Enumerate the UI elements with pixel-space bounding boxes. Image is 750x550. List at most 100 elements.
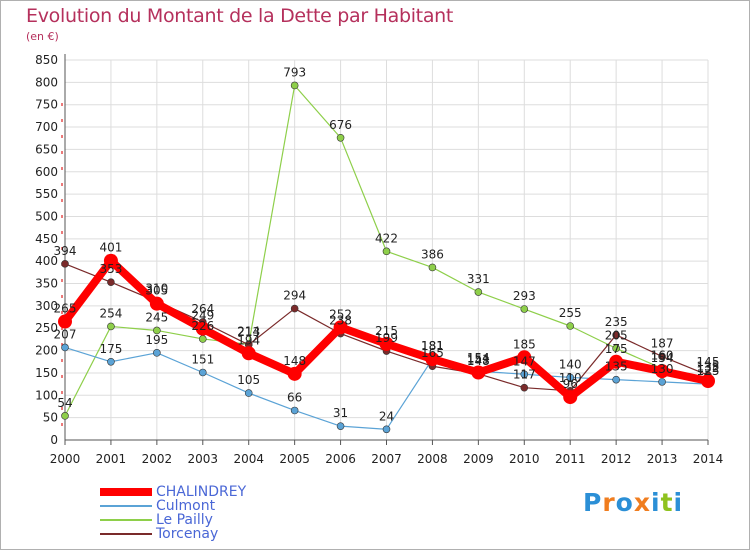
data-point-culmont [198, 368, 207, 377]
data-label-chalindrey: 215 [375, 324, 398, 338]
data-point-torcenay [658, 352, 666, 361]
y-tick-label: 600 [35, 165, 58, 179]
data-point-culmont [244, 389, 253, 397]
data-point-chalindrey [609, 354, 624, 369]
brand-letter: i [651, 488, 661, 517]
x-tick-label: 2013 [647, 452, 678, 466]
data-point-le-pailly [61, 412, 69, 420]
data-label-chalindrey: 265 [54, 302, 77, 316]
data-point-chalindrey [425, 352, 440, 367]
legend-label-torcenay: Torcenay [156, 526, 219, 542]
data-label-chalindrey: 175 [605, 342, 628, 356]
data-point-culmont [61, 343, 69, 352]
data-point-chalindrey [103, 253, 118, 268]
data-label-le-pailly: 422 [375, 231, 398, 245]
data-point-le-pailly [198, 335, 207, 343]
data-label-torcenay: 187 [651, 336, 674, 350]
data-label-torcenay: 110 [559, 371, 582, 385]
x-tick-label: 2004 [233, 452, 264, 466]
data-point-culmont [658, 378, 666, 386]
data-label-le-pailly: 331 [467, 272, 490, 286]
legend-label-culmont: Culmont [156, 498, 216, 514]
data-label-le-pailly: 254 [99, 306, 122, 320]
x-tick-label: 2002 [142, 452, 173, 466]
data-label-chalindrey: 132 [697, 361, 720, 375]
data-label-torcenay: 394 [54, 244, 77, 258]
data-point-torcenay [107, 278, 115, 286]
x-tick-label: 2009 [463, 452, 494, 466]
data-point-le-pailly [612, 344, 620, 353]
data-point-le-pailly [336, 133, 345, 142]
chart-unit-label: (en €) [26, 30, 59, 43]
legend-label-le-pailly: Le Pailly [156, 512, 213, 528]
brand-letter: i [673, 488, 684, 517]
data-label-torcenay: 264 [191, 302, 214, 316]
y-tick-label: 850 [35, 53, 58, 67]
data-label-le-pailly: 226 [191, 319, 214, 333]
legend-swatch-torcenay [100, 533, 152, 535]
legend-swatch-chalindrey [100, 488, 152, 496]
y-tick-label: 700 [35, 120, 58, 134]
data-point-culmont [612, 375, 620, 384]
data-point-culmont [153, 349, 161, 357]
x-tick-label: 2001 [96, 452, 127, 466]
legend-label-chalindrey: CHALINDREY [156, 484, 247, 500]
data-point-chalindrey [563, 390, 578, 405]
y-tick-label: 200 [35, 344, 58, 358]
data-label-chalindrey: 151 [467, 352, 490, 366]
data-label-culmont: 130 [651, 362, 674, 376]
data-label-culmont: 135 [605, 360, 628, 374]
data-label-le-pailly: 676 [329, 118, 352, 132]
data-point-chalindrey [655, 364, 670, 379]
data-point-le-pailly [474, 288, 483, 296]
data-label-chalindrey: 185 [513, 337, 536, 351]
data-label-torcenay: 199 [375, 331, 398, 345]
data-point-chalindrey [287, 366, 302, 381]
legend-swatch-culmont [100, 505, 152, 507]
x-tick-label: 2005 [279, 452, 310, 466]
data-point-torcenay [612, 331, 620, 339]
data-point-culmont [290, 406, 299, 415]
x-tick-label: 2010 [509, 452, 540, 466]
data-label-culmont: 195 [145, 333, 168, 347]
data-label-torcenay: 145 [697, 355, 720, 369]
x-tick-label: 2012 [601, 452, 632, 466]
data-label-chalindrey: 305 [145, 284, 168, 298]
data-label-chalindrey: 194 [237, 333, 260, 347]
data-label-le-pailly: 255 [559, 306, 582, 320]
data-point-torcenay [520, 383, 529, 392]
data-point-torcenay [61, 260, 69, 268]
data-label-torcenay: 294 [283, 289, 306, 303]
data-point-chalindrey [58, 314, 72, 329]
data-label-culmont: 207 [54, 327, 77, 341]
data-label-torcenay: 235 [605, 315, 628, 329]
data-label-chalindrey: 96 [563, 377, 578, 391]
data-label-culmont: 105 [237, 373, 260, 387]
data-point-chalindrey [241, 346, 256, 361]
brand-logo[interactable]: Proxiti [583, 488, 683, 517]
brand-letter: r [602, 488, 616, 517]
data-label-torcenay: 165 [421, 346, 444, 360]
data-label-le-pailly: 214 [237, 324, 260, 338]
data-point-chalindrey [517, 350, 532, 365]
x-tick-label: 2003 [188, 452, 219, 466]
data-point-chalindrey [471, 365, 486, 380]
data-label-chalindrey: 181 [421, 339, 444, 353]
data-point-le-pailly [153, 326, 161, 335]
y-tick-label: 350 [35, 277, 58, 291]
data-label-le-pailly: 386 [421, 247, 444, 261]
data-label-culmont: 175 [99, 342, 122, 356]
data-label-chalindrey: 154 [651, 351, 674, 365]
brand-letter: t [660, 488, 674, 517]
data-point-culmont [107, 357, 115, 366]
data-point-le-pailly [107, 322, 115, 331]
data-point-le-pailly [382, 247, 391, 256]
data-point-chalindrey [333, 320, 348, 335]
data-point-culmont [566, 373, 575, 382]
y-tick-label: 750 [35, 98, 58, 112]
data-label-chalindrey: 252 [329, 307, 352, 321]
brand-letter: P [583, 488, 603, 517]
y-tick-label: 100 [35, 388, 58, 402]
data-label-culmont: 24 [379, 409, 394, 423]
